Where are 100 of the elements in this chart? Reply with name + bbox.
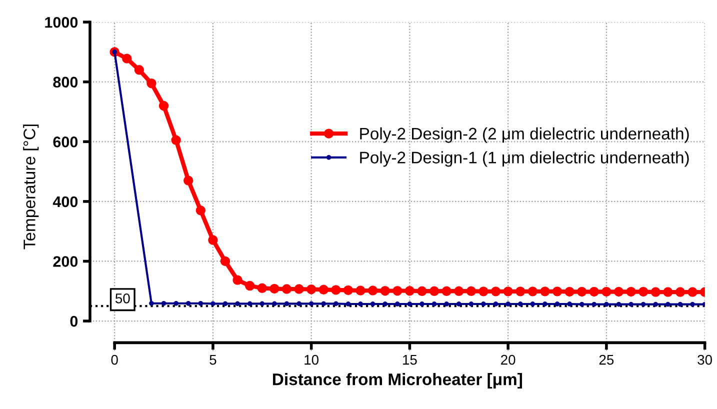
- point: [356, 286, 366, 296]
- point: [567, 302, 572, 306]
- point: [468, 302, 474, 306]
- point: [161, 300, 166, 306]
- point: [506, 302, 510, 306]
- point: [628, 302, 634, 307]
- point: [653, 302, 658, 307]
- point: [604, 302, 609, 307]
- point: [186, 300, 191, 306]
- point: [146, 78, 156, 88]
- x-tick-label: 25: [599, 354, 614, 365]
- point: [688, 287, 698, 297]
- point: [235, 301, 240, 306]
- point: [380, 286, 390, 296]
- x-tick-label: 0: [111, 354, 118, 365]
- point: [196, 206, 206, 216]
- point: [493, 302, 498, 306]
- point: [296, 301, 302, 306]
- point: [272, 301, 277, 306]
- point: [382, 302, 388, 306]
- point: [540, 286, 550, 296]
- y-tick-label: 800: [53, 76, 78, 88]
- point: [171, 135, 181, 146]
- point: [481, 302, 486, 306]
- point: [478, 286, 488, 296]
- point: [444, 302, 450, 306]
- point: [247, 301, 252, 306]
- point: [208, 235, 218, 245]
- point: [665, 302, 670, 307]
- point: [244, 280, 255, 291]
- point: [554, 302, 560, 306]
- point: [260, 301, 265, 306]
- x-axis-title: Distance from Microheater [μm]: [273, 373, 522, 389]
- y-tick-label: 400: [52, 196, 78, 208]
- point: [222, 301, 228, 306]
- point: [420, 302, 424, 306]
- point: [614, 286, 624, 297]
- point: [516, 286, 526, 296]
- point: [530, 302, 536, 306]
- legend-label: Poly-2 Design-1 (1 μm dielectric underneath): [360, 151, 689, 167]
- point: [542, 302, 548, 306]
- point: [518, 302, 523, 306]
- point: [675, 287, 686, 297]
- point: [368, 286, 378, 296]
- point: [294, 284, 304, 294]
- point: [442, 286, 452, 296]
- point: [690, 302, 695, 307]
- point: [306, 284, 316, 294]
- ref-line-label: 50: [115, 294, 130, 304]
- point: [134, 65, 144, 75]
- point: [602, 286, 612, 297]
- point: [308, 301, 314, 306]
- point: [174, 300, 178, 306]
- point: [343, 285, 354, 296]
- point: [592, 302, 597, 307]
- y-tick-label: 600: [53, 136, 78, 148]
- point: [282, 284, 292, 294]
- x-tick-label: 10: [304, 354, 319, 365]
- point: [404, 286, 415, 296]
- point: [370, 302, 376, 306]
- point: [616, 302, 622, 307]
- point: [284, 301, 290, 306]
- point: [257, 283, 267, 294]
- point: [346, 302, 351, 306]
- point: [220, 256, 230, 266]
- point: [417, 286, 427, 296]
- point: [638, 286, 648, 297]
- point: [432, 302, 437, 306]
- point: [318, 284, 328, 294]
- point: [456, 302, 462, 306]
- y-tick-label: 200: [53, 256, 78, 267]
- point: [232, 275, 242, 285]
- x-tick-label: 20: [501, 354, 516, 365]
- x-tick-label: 15: [403, 355, 417, 365]
- point: [183, 176, 194, 186]
- point: [331, 285, 341, 295]
- point: [528, 286, 538, 296]
- point: [210, 301, 216, 306]
- point: [122, 54, 132, 64]
- point: [576, 286, 587, 297]
- point: [663, 287, 673, 297]
- point: [640, 302, 646, 307]
- point: [579, 302, 584, 307]
- point: [466, 286, 476, 296]
- point: [564, 286, 574, 297]
- point: [333, 301, 338, 306]
- point: [626, 286, 636, 297]
- point: [490, 286, 501, 296]
- point: [678, 302, 683, 307]
- point: [650, 287, 660, 297]
- x-tick-label: 5: [210, 355, 216, 365]
- y-tick-label: 0: [70, 316, 78, 327]
- point: [149, 300, 154, 306]
- y-tick-label: 1000: [45, 16, 78, 28]
- point: [321, 301, 326, 306]
- point: [394, 302, 400, 306]
- point: [270, 284, 280, 294]
- point: [158, 100, 169, 111]
- point: [552, 286, 562, 296]
- point: [358, 302, 363, 306]
